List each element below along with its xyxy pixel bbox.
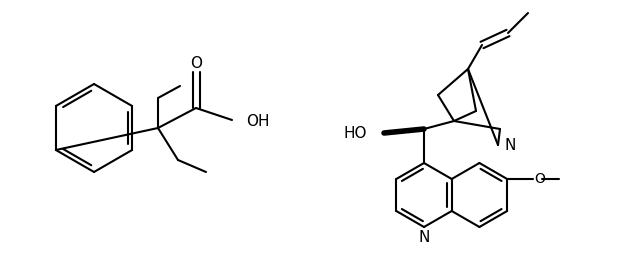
Text: N: N (504, 138, 515, 153)
Text: HO: HO (344, 126, 367, 140)
Text: O: O (534, 172, 545, 186)
Text: OH: OH (246, 114, 269, 130)
Text: N: N (419, 229, 429, 244)
Text: O: O (190, 55, 202, 70)
